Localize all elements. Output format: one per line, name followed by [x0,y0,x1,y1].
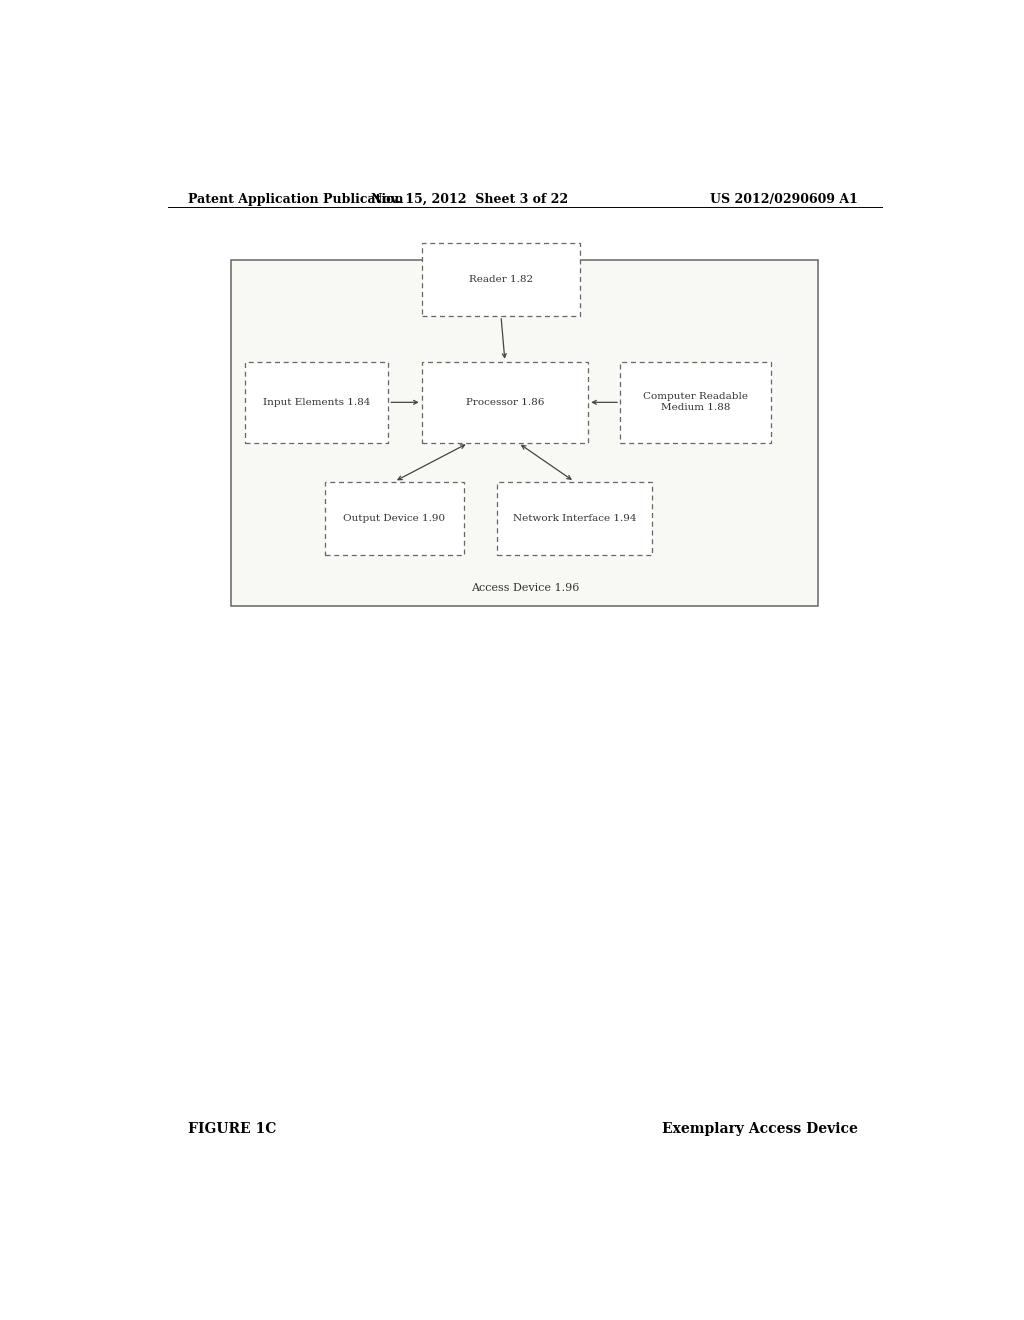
Bar [422,362,588,444]
Text: Computer Readable
Medium 1.88: Computer Readable Medium 1.88 [643,392,748,412]
Bar [422,243,581,315]
Text: Network Interface 1.94: Network Interface 1.94 [513,513,636,523]
Text: FIGURE 1C: FIGURE 1C [187,1122,275,1137]
Text: Input Elements 1.84: Input Elements 1.84 [263,397,371,407]
Text: Access Device 1.96: Access Device 1.96 [471,583,579,594]
Bar [246,362,388,444]
Text: Exemplary Access Device: Exemplary Access Device [663,1122,858,1137]
Bar [620,362,771,444]
Bar [231,260,818,606]
Text: Reader 1.82: Reader 1.82 [469,275,534,284]
Text: Output Device 1.90: Output Device 1.90 [343,513,445,523]
Text: US 2012/0290609 A1: US 2012/0290609 A1 [711,193,858,206]
Text: Patent Application Publication: Patent Application Publication [187,193,403,206]
Text: Processor 1.86: Processor 1.86 [466,397,544,407]
Bar [325,482,464,554]
Bar [497,482,652,554]
Text: Nov. 15, 2012  Sheet 3 of 22: Nov. 15, 2012 Sheet 3 of 22 [371,193,568,206]
